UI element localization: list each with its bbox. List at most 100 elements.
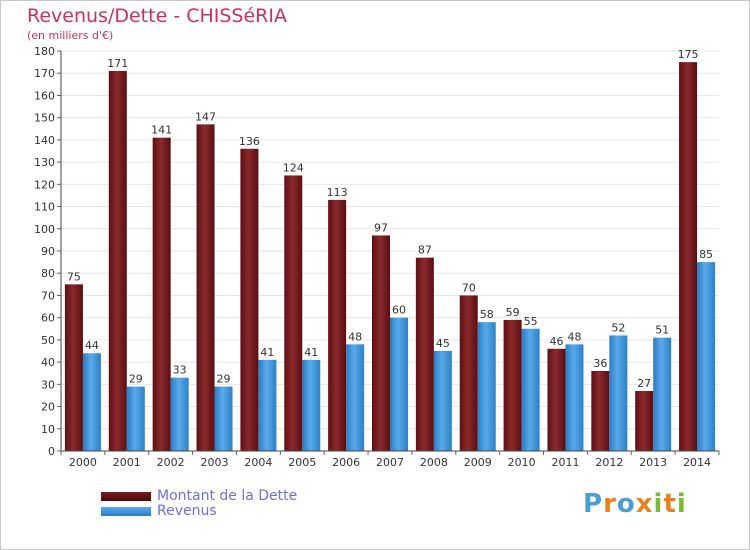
y-tick-label: 130 [34,156,55,169]
x-tick-label: 2000 [69,456,97,469]
y-tick-label: 180 [34,45,55,58]
y-tick-label: 50 [41,334,55,347]
proxiti-logo: Proxiti [583,489,687,519]
bar-dette [372,235,390,451]
x-tick-label: 2003 [201,456,229,469]
y-tick-label: 120 [34,178,55,191]
bar-revenus [390,317,408,451]
legend-swatch-revenus [101,506,151,516]
bar-dette-label: 141 [151,124,172,137]
bar-revenus [653,337,672,451]
y-tick-label: 140 [34,134,55,147]
bar-revenus-label: 48 [567,330,581,343]
bar-revenus-label: 51 [655,324,669,337]
legend-item-dette: Montant de la Dette [101,489,297,503]
bar-revenus-label: 44 [85,339,99,352]
bar-dette-label: 136 [239,135,260,148]
bar-dette [108,71,127,451]
x-tick-label: 2013 [639,456,667,469]
bar-dette-label: 113 [327,186,348,199]
bar-dette-label: 147 [195,110,216,123]
bar-dette-label: 171 [107,57,128,70]
legend-item-revenus: Revenus [101,504,217,518]
bar-dette-label: 175 [678,48,699,61]
bar-revenus-label: 33 [173,364,187,377]
bar-dette [547,348,566,451]
bar-revenus-label: 41 [304,346,318,359]
axes: 0 10 20 30 40 50 60 70 80 90 100 110 120 130 140 150 160… [34,45,720,469]
x-tick-label: 2006 [332,456,360,469]
bar-revenus-label: 29 [129,373,143,386]
x-tick-label: 2005 [288,456,316,469]
bar-revenus-label: 29 [217,373,231,386]
y-tick-label: 150 [34,112,55,125]
x-tick-label: 2004 [244,456,272,469]
brand-letter: i [676,489,687,519]
x-tick-label: 2009 [464,456,492,469]
bar-dette-label: 75 [67,270,81,283]
legend-swatch-dette [101,491,151,501]
bar-revenus [302,359,321,451]
bar-dette [196,124,215,451]
bar-revenus [82,353,101,451]
bar-revenus [346,344,365,451]
bar-dette [64,284,83,451]
bar-dette [328,199,347,451]
bar-revenus [126,386,145,451]
brand-letter: o [616,489,636,519]
y-tick-label: 10 [41,423,55,436]
x-tick-label: 2007 [376,456,404,469]
chart-title: Revenus/Dette - CHISSéRIA [27,5,287,27]
x-tick-label: 2001 [113,456,141,469]
y-tick-label: 70 [41,289,55,302]
bar-revenus-label: 45 [436,337,450,350]
bar-dette-label: 36 [593,357,607,370]
bar-dette [152,137,171,451]
y-tick-label: 0 [48,445,55,458]
bar-dette [415,257,434,451]
bar-revenus [609,335,628,451]
bar-revenus-label: 58 [480,308,494,321]
y-tick-label: 80 [41,267,55,280]
bar-dette [240,148,259,451]
bar-revenus [433,351,452,451]
bar-revenus-label: 52 [611,321,625,334]
brand-letter: x [635,489,654,519]
x-tick-label: 2002 [157,456,185,469]
bar-revenus-label: 48 [348,330,362,343]
bar-dette [503,319,522,451]
y-tick-label: 170 [34,67,55,80]
bar-revenus [697,262,716,451]
bar-revenus [258,359,277,451]
x-tick-label: 2010 [508,456,536,469]
bar-dette-label: 59 [506,306,520,319]
brand-letter: r [603,489,617,519]
bar-dette-label: 46 [549,335,563,348]
data-labels: 75 44 171 29 141 33 147 29 136 41 124 41 113 48 97 60 87… [67,48,713,390]
x-tick-label: 2008 [420,456,448,469]
y-tick-label: 160 [34,89,55,102]
bar-revenus-label: 55 [524,315,538,328]
bar-dette [459,295,478,451]
legend-label-dette: Montant de la Dette [157,488,298,504]
y-tick-label: 90 [41,245,55,258]
bar-revenus-label: 85 [699,248,713,261]
bar-dette-label: 87 [418,244,432,257]
brand-letter: t [663,489,677,519]
brand-letter: P [583,489,604,519]
bar-revenus [565,344,584,451]
bar-dette-label: 70 [462,281,476,294]
y-tick-label: 30 [41,378,55,391]
bar-dette [591,371,610,451]
y-tick-label: 20 [41,401,55,414]
bar-dette-label: 27 [637,377,651,390]
chart-subtitle: (en milliers d'€) [27,29,114,42]
bar-dette [284,175,303,451]
y-tick-label: 40 [41,356,55,369]
bar-revenus [477,322,496,451]
x-tick-label: 2012 [595,456,623,469]
legend-label-revenus: Revenus [157,503,217,519]
bar-dette-label: 97 [374,221,388,234]
bar-revenus-label: 60 [392,304,406,317]
